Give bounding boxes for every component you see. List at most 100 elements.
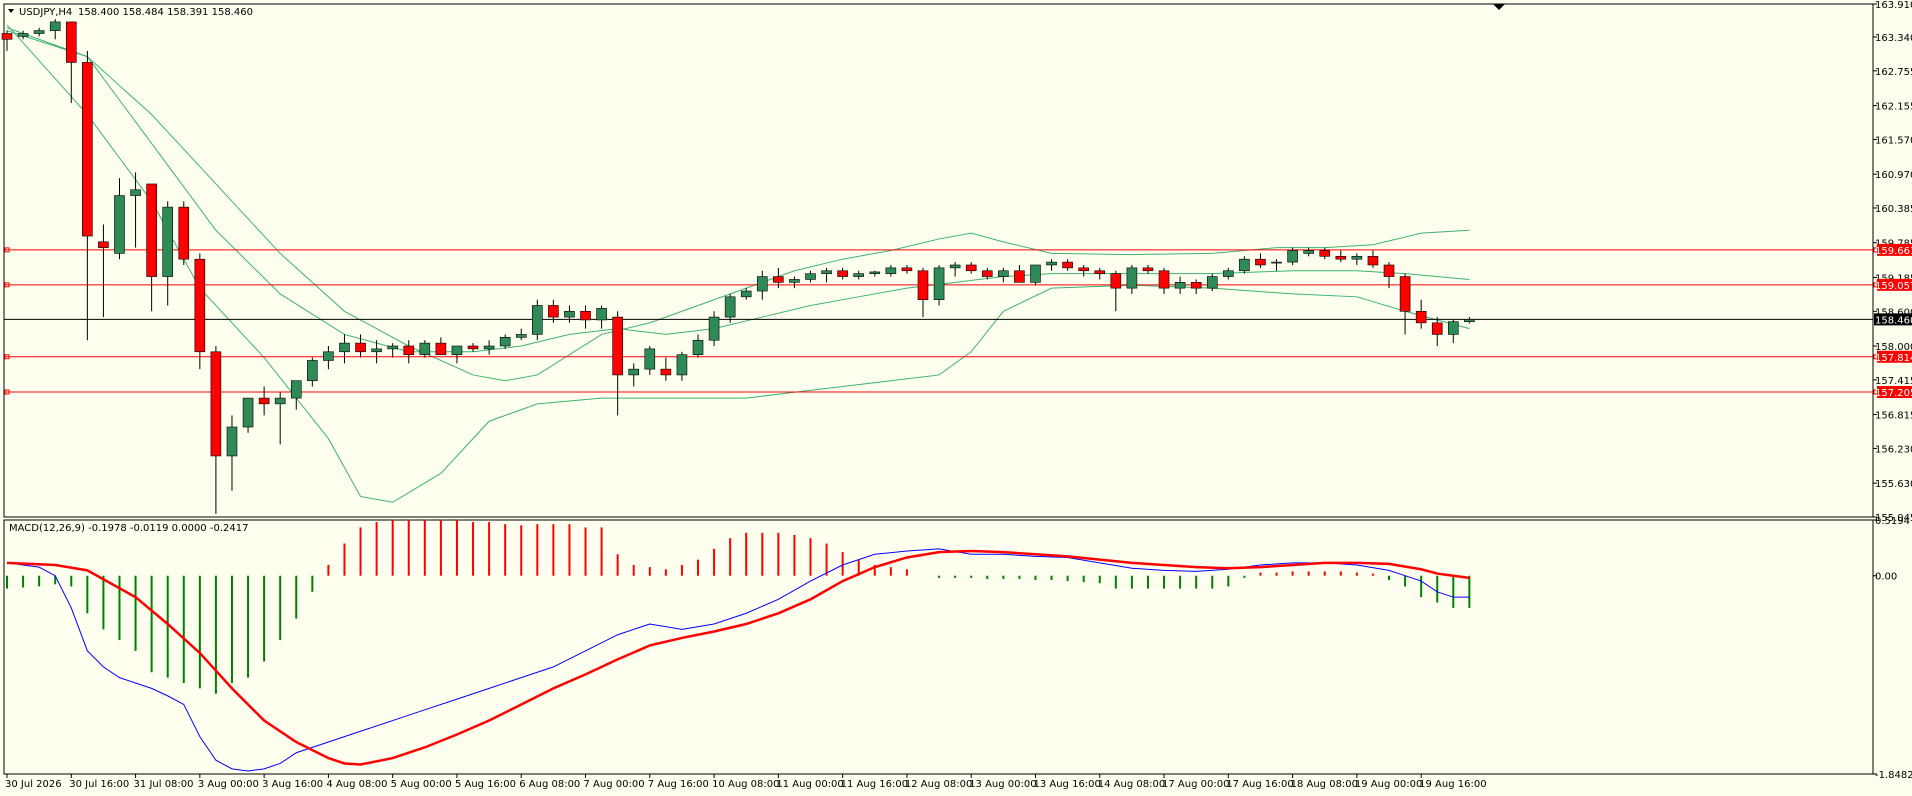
candle-body xyxy=(1223,270,1234,277)
price-tick-label: 162.155 xyxy=(1875,102,1912,113)
candle xyxy=(1239,256,1250,274)
candle xyxy=(178,201,190,265)
candle xyxy=(307,357,318,387)
candle-body xyxy=(532,305,543,335)
level-handle xyxy=(4,354,10,360)
time-tick-label: 13 Aug 16:00 xyxy=(1033,779,1100,790)
chart-dropdown-arrow-icon[interactable] xyxy=(8,9,14,13)
candle-body xyxy=(1030,264,1041,283)
macd-histogram xyxy=(6,519,1471,694)
candle xyxy=(339,334,350,364)
candle xyxy=(644,346,656,375)
candle xyxy=(1078,264,1089,277)
macd-lines xyxy=(6,548,1470,772)
candle xyxy=(756,270,768,300)
candle-body xyxy=(869,271,881,274)
candle-body xyxy=(1046,261,1057,266)
candle-body xyxy=(162,206,173,277)
candle xyxy=(242,397,254,433)
candle-body xyxy=(1110,273,1122,289)
level-label-box xyxy=(1877,386,1912,399)
chart-shift-marker-icon[interactable] xyxy=(1493,4,1505,10)
candle xyxy=(483,340,495,355)
time-tick-label: 10 Aug 08:00 xyxy=(712,779,779,790)
candle-body xyxy=(130,189,141,196)
candle-body xyxy=(1078,267,1089,272)
time-tick-label: 19 Aug 16:00 xyxy=(1419,779,1486,790)
candle-body xyxy=(998,270,1009,277)
candle-body xyxy=(1174,282,1186,289)
price-tick-label: 163.340 xyxy=(1875,33,1912,44)
candle-body xyxy=(17,33,29,37)
candle xyxy=(98,224,109,318)
level-label-box xyxy=(1877,243,1912,256)
candle-body xyxy=(274,397,286,405)
candle-body xyxy=(676,354,688,376)
candle-body xyxy=(1158,270,1170,289)
current-price-label: 158.460 xyxy=(1875,315,1912,326)
candle xyxy=(1415,299,1427,329)
time-tick-label: 11 Aug 00:00 xyxy=(776,779,843,790)
candle-body xyxy=(981,270,993,277)
candle xyxy=(933,264,945,306)
candle xyxy=(724,293,736,323)
candle-body xyxy=(403,345,415,355)
candle xyxy=(1335,250,1347,263)
candle xyxy=(981,267,993,280)
candle xyxy=(708,311,720,346)
candle-body xyxy=(258,397,270,405)
candle-body xyxy=(740,290,752,298)
candle xyxy=(1448,319,1459,344)
time-tick-label: 19 Aug 00:00 xyxy=(1355,779,1422,790)
candle xyxy=(660,357,672,381)
candle-body xyxy=(853,273,865,277)
candle xyxy=(853,270,865,280)
price-panel[interactable]: 163.910 163.340 162.755 162.155 161.570 160.9… xyxy=(1,0,1912,524)
candle-body xyxy=(821,270,832,274)
candle-body xyxy=(98,241,109,248)
candle-body xyxy=(290,380,302,399)
candle xyxy=(1014,264,1025,283)
time-tick-label: 3 Aug 00:00 xyxy=(198,779,259,790)
time-tick-label: 17 Aug 00:00 xyxy=(1162,779,1229,790)
candle-body xyxy=(1094,270,1106,274)
macd-plot-area xyxy=(3,519,1874,775)
candle-body xyxy=(82,62,93,237)
candle-body xyxy=(307,360,318,382)
candle-body xyxy=(837,270,848,277)
candle xyxy=(1174,276,1186,294)
candle-body xyxy=(1303,250,1314,254)
candle xyxy=(998,267,1009,283)
candle xyxy=(901,264,913,274)
candle-body xyxy=(580,310,591,321)
candle-body xyxy=(1464,319,1475,322)
candle xyxy=(965,262,977,274)
candle xyxy=(1464,317,1475,324)
candle-body xyxy=(1239,258,1250,272)
candle xyxy=(548,299,559,323)
candle xyxy=(114,178,125,260)
candle xyxy=(580,305,591,329)
header: USDJPY,H4 158.400 158.484 158.391 158.46… xyxy=(8,7,253,18)
price-tick-label: 161.570 xyxy=(1875,135,1912,146)
candle-body xyxy=(1335,256,1347,260)
candle-body xyxy=(499,337,511,347)
macd-panel[interactable]: 0.5194 0.00 -1.8482 MACD(12,26,9) -0.1978 … xyxy=(3,516,1912,781)
candle-body xyxy=(628,368,640,376)
candle-body xyxy=(773,276,784,283)
candle-body xyxy=(564,310,575,318)
candle-body xyxy=(1431,322,1443,335)
candle xyxy=(1383,262,1395,289)
candle-body xyxy=(789,279,800,283)
candle-body xyxy=(1062,261,1073,269)
level-handle xyxy=(4,247,10,253)
price-tick-label: 160.970 xyxy=(1875,170,1912,181)
candle xyxy=(564,305,575,323)
candle xyxy=(210,346,222,514)
candle-body xyxy=(1448,321,1459,335)
candle xyxy=(1206,273,1218,292)
level-label: 157.205 xyxy=(1875,388,1912,399)
candle xyxy=(403,340,415,364)
time-tick-label: 7 Aug 16:00 xyxy=(648,779,709,790)
